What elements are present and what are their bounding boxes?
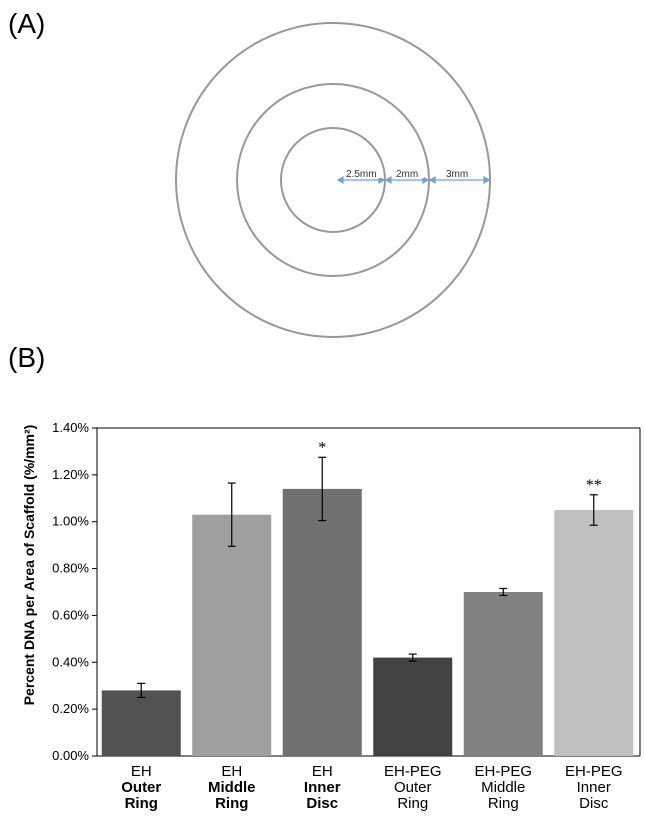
dimension-arrows <box>336 175 491 185</box>
bar <box>192 514 272 756</box>
x-category-label: EH <box>221 763 242 780</box>
chart-bars <box>101 488 634 756</box>
bar <box>463 592 543 756</box>
y-tick-label: 1.20% <box>52 467 89 482</box>
chart-y-ticks: 0.00% 0.20% 0.40% 0.60% 0.80% 1.00% 1.20% 1.40% <box>52 420 97 763</box>
bar <box>373 657 453 756</box>
arrowhead <box>336 175 344 185</box>
y-tick-label: 0.00% <box>52 748 89 763</box>
panel-a-label: (A) <box>8 8 46 39</box>
x-category-label: Middle <box>208 779 256 796</box>
y-tick-label: 0.40% <box>52 654 89 669</box>
arrowhead <box>384 175 392 185</box>
x-category-label: Disc <box>579 795 609 812</box>
y-tick-label: 0.80% <box>52 561 89 576</box>
arrowhead <box>422 175 430 185</box>
x-category-label: Outer <box>121 779 161 796</box>
chart-axes <box>96 427 641 757</box>
y-tick-label: 0.60% <box>52 607 89 622</box>
x-category-label: EH <box>131 763 152 780</box>
x-category-label: Middle <box>481 779 525 796</box>
x-category-label: Outer <box>394 779 432 796</box>
x-category-label: Ring <box>125 795 158 812</box>
x-category-label: Inner <box>577 779 611 796</box>
x-category-label: EH-PEG <box>384 763 442 780</box>
bar <box>282 488 362 756</box>
chart-error-bars <box>137 456 598 699</box>
bar <box>554 510 634 756</box>
y-tick-label: 1.40% <box>52 420 89 435</box>
y-tick-label: 0.20% <box>52 701 89 716</box>
x-category-label: Ring <box>488 795 519 812</box>
y-tick-label: 1.00% <box>52 514 89 529</box>
y-axis-label: Percent DNA per Area of Scaffold (%/mm²) <box>21 425 37 706</box>
significance-marker: ** <box>586 477 602 494</box>
arrowhead <box>378 175 386 185</box>
x-category-label: Disc <box>306 795 338 812</box>
dim-label-outer: 3mm <box>446 169 468 180</box>
significance-marker: * <box>318 439 326 456</box>
dim-label-inner: 2.5mm <box>346 169 377 180</box>
bar <box>101 690 181 756</box>
x-category-label: Inner <box>304 779 341 796</box>
x-category-label: EH-PEG <box>474 763 532 780</box>
chart-annotations: *** <box>318 439 602 493</box>
arrowhead <box>483 175 491 185</box>
arrowhead <box>428 175 436 185</box>
x-category-label: Ring <box>397 795 428 812</box>
scaffold-ring-diagram: 2.5mm 2mm 3mm <box>175 22 491 338</box>
dim-label-middle: 2mm <box>396 169 418 180</box>
x-category-label: EH-PEG <box>565 763 623 780</box>
panel-b-label: (B) <box>8 342 46 373</box>
x-category-label: Ring <box>215 795 248 812</box>
x-category-label: EH <box>312 763 333 780</box>
chart-x-categories: EHOuterRingEHMiddleRingEHInnerDiscEH-PEG… <box>121 763 622 812</box>
